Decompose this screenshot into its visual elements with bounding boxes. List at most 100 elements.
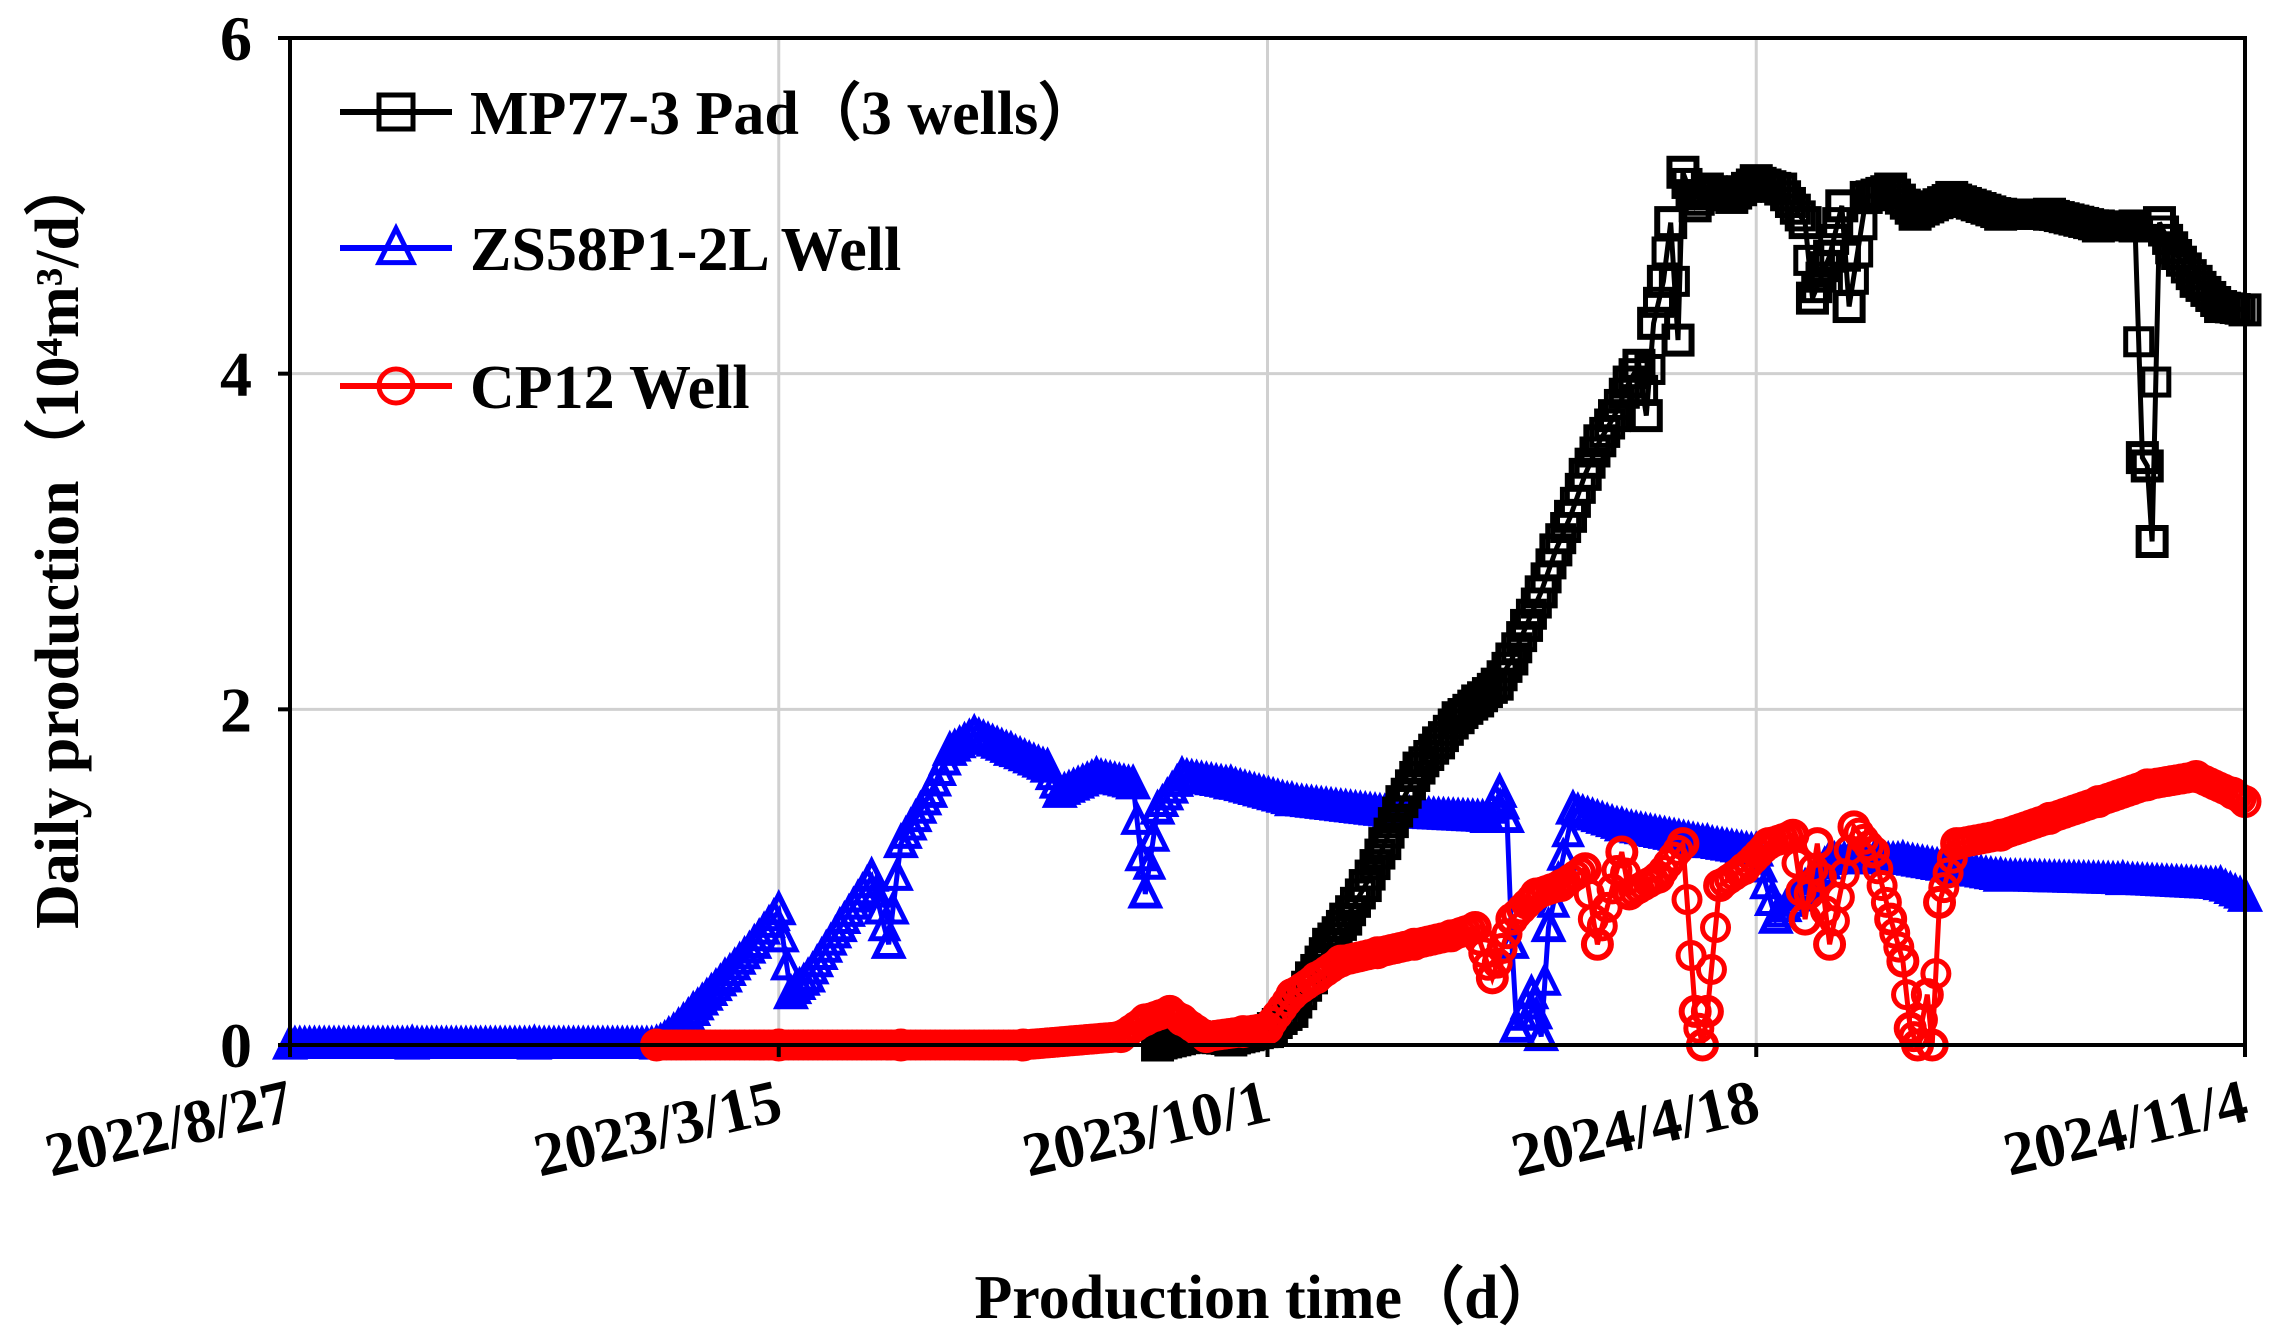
- data-point-square: [1801, 272, 1833, 304]
- data-point-square: [2204, 290, 2238, 324]
- data-point-triangle: [1551, 812, 1586, 848]
- data-point-triangle: [1212, 763, 1249, 800]
- data-point-square: [1612, 365, 1646, 399]
- data-point-triangle: [1029, 746, 1066, 783]
- data-point-triangle: [736, 922, 773, 959]
- data-point-circle: [1568, 852, 1602, 886]
- data-point-square: [1524, 575, 1558, 609]
- legend-label: MP77-3 Pad（3 wells）: [470, 78, 1100, 148]
- data-point-circle: [1703, 869, 1737, 903]
- data-point-square: [1805, 261, 1837, 293]
- data-point-circle: [1360, 936, 1394, 970]
- data-point-circle: [1189, 1020, 1223, 1054]
- data-point-circle: [1671, 884, 1703, 916]
- data-point-circle: [1984, 818, 2018, 852]
- data-point-triangle: [992, 729, 1029, 766]
- data-point-square: [1715, 180, 1749, 214]
- data-point-triangle: [1884, 838, 1921, 875]
- data-point-circle: [1886, 944, 1920, 978]
- data-point-triangle: [675, 989, 712, 1027]
- data-point-circle: [1678, 994, 1712, 1028]
- data-point-triangle: [1689, 821, 1726, 859]
- data-point-triangle: [706, 956, 744, 993]
- x-tick-label: 2022/8/27: [39, 1067, 299, 1190]
- data-point-triangle: [772, 972, 810, 1010]
- data-point-triangle: [821, 905, 858, 943]
- legend-item: CP12 Well: [340, 354, 750, 422]
- legend-label: CP12 Well: [470, 354, 750, 422]
- data-point-triangle: [1136, 817, 1171, 852]
- data-point-square: [376, 92, 416, 132]
- data-point-square: [2123, 326, 2155, 358]
- data-point-triangle: [790, 956, 827, 993]
- data-point-square: [1643, 286, 1674, 318]
- data-point-square: [1422, 726, 1456, 760]
- data-point-circle: [1940, 827, 1974, 861]
- data-point-triangle: [394, 1023, 431, 1060]
- data-point-circle: [1879, 917, 1911, 949]
- data-point-square: [1813, 239, 1847, 273]
- data-point-circle: [1165, 1003, 1199, 1037]
- data-point-triangle: [271, 1023, 309, 1060]
- data-point-square: [1764, 172, 1798, 206]
- data-point-square: [1441, 701, 1475, 735]
- data-point-square: [1935, 180, 1969, 214]
- data-point-square: [1666, 155, 1700, 189]
- data-point-circle: [2130, 768, 2164, 802]
- data-point-circle: [1299, 961, 1333, 995]
- data-point-square: [2125, 441, 2159, 475]
- data-point-circle: [376, 366, 416, 406]
- data-point-circle: [2081, 785, 2115, 819]
- data-point-circle: [1893, 1011, 1927, 1045]
- data-point-circle: [1813, 927, 1847, 961]
- legend-item: ZS58P1-2L Well: [340, 216, 901, 284]
- data-point-square: [1795, 281, 1829, 315]
- data-point-triangle: [1078, 754, 1115, 792]
- data-point-square: [1661, 323, 1695, 357]
- data-point-triangle: [1757, 897, 1794, 934]
- data-point-square: [1646, 264, 1680, 298]
- data-point-triangle: [875, 890, 910, 925]
- data-point-circle: [1544, 869, 1578, 903]
- series-layer: [271, 155, 2264, 1062]
- y-axis-title: Daily production（10⁴m³/d）: [22, 154, 92, 929]
- series-line: [1156, 171, 2246, 1048]
- data-point-circle: [1805, 861, 1837, 893]
- data-point-triangle: [1139, 788, 1176, 825]
- data-point-circle: [1475, 961, 1509, 995]
- data-point-triangle: [1523, 1014, 1560, 1052]
- legend-label: ZS58P1-2L Well: [470, 216, 901, 284]
- data-point-triangle: [2104, 858, 2141, 896]
- data-point-square: [1874, 172, 1908, 206]
- data-point-circle: [1866, 870, 1898, 902]
- data-point-square: [1690, 172, 1724, 206]
- data-point-circle: [1486, 932, 1518, 964]
- data-point-square: [2155, 231, 2189, 265]
- data-point-square: [1568, 457, 1602, 491]
- data-point-square: [1348, 869, 1382, 903]
- data-point-circle: [1642, 860, 1675, 894]
- data-point-triangle: [374, 222, 418, 266]
- data-point-square: [1618, 358, 1650, 390]
- x-tick-label: 2024/4/18: [1505, 1067, 1765, 1190]
- data-point-circle: [1690, 994, 1724, 1028]
- data-point-triangle: [882, 821, 919, 859]
- data-point-circle: [1324, 944, 1358, 978]
- data-point-square: [1654, 206, 1688, 240]
- data-point-square: [1849, 180, 1883, 214]
- data-point-triangle: [879, 856, 914, 891]
- data-point-square: [1594, 408, 1626, 440]
- data-point-circle: [1104, 1020, 1138, 1054]
- data-point-square: [1510, 608, 1544, 642]
- data-point-circle: [1727, 852, 1761, 886]
- data-point-triangle: [1481, 771, 1518, 808]
- data-point-circle: [1683, 1012, 1715, 1044]
- data-point-circle: [1862, 853, 1894, 885]
- x-tick-label: 2023/3/15: [528, 1067, 788, 1190]
- data-point-circle: [2033, 801, 2066, 835]
- data-point-circle: [1605, 835, 1639, 869]
- data-point-triangle: [2202, 863, 2239, 901]
- data-point-circle: [1837, 810, 1871, 844]
- data-point-circle: [1666, 827, 1700, 861]
- data-point-square: [1377, 807, 1409, 839]
